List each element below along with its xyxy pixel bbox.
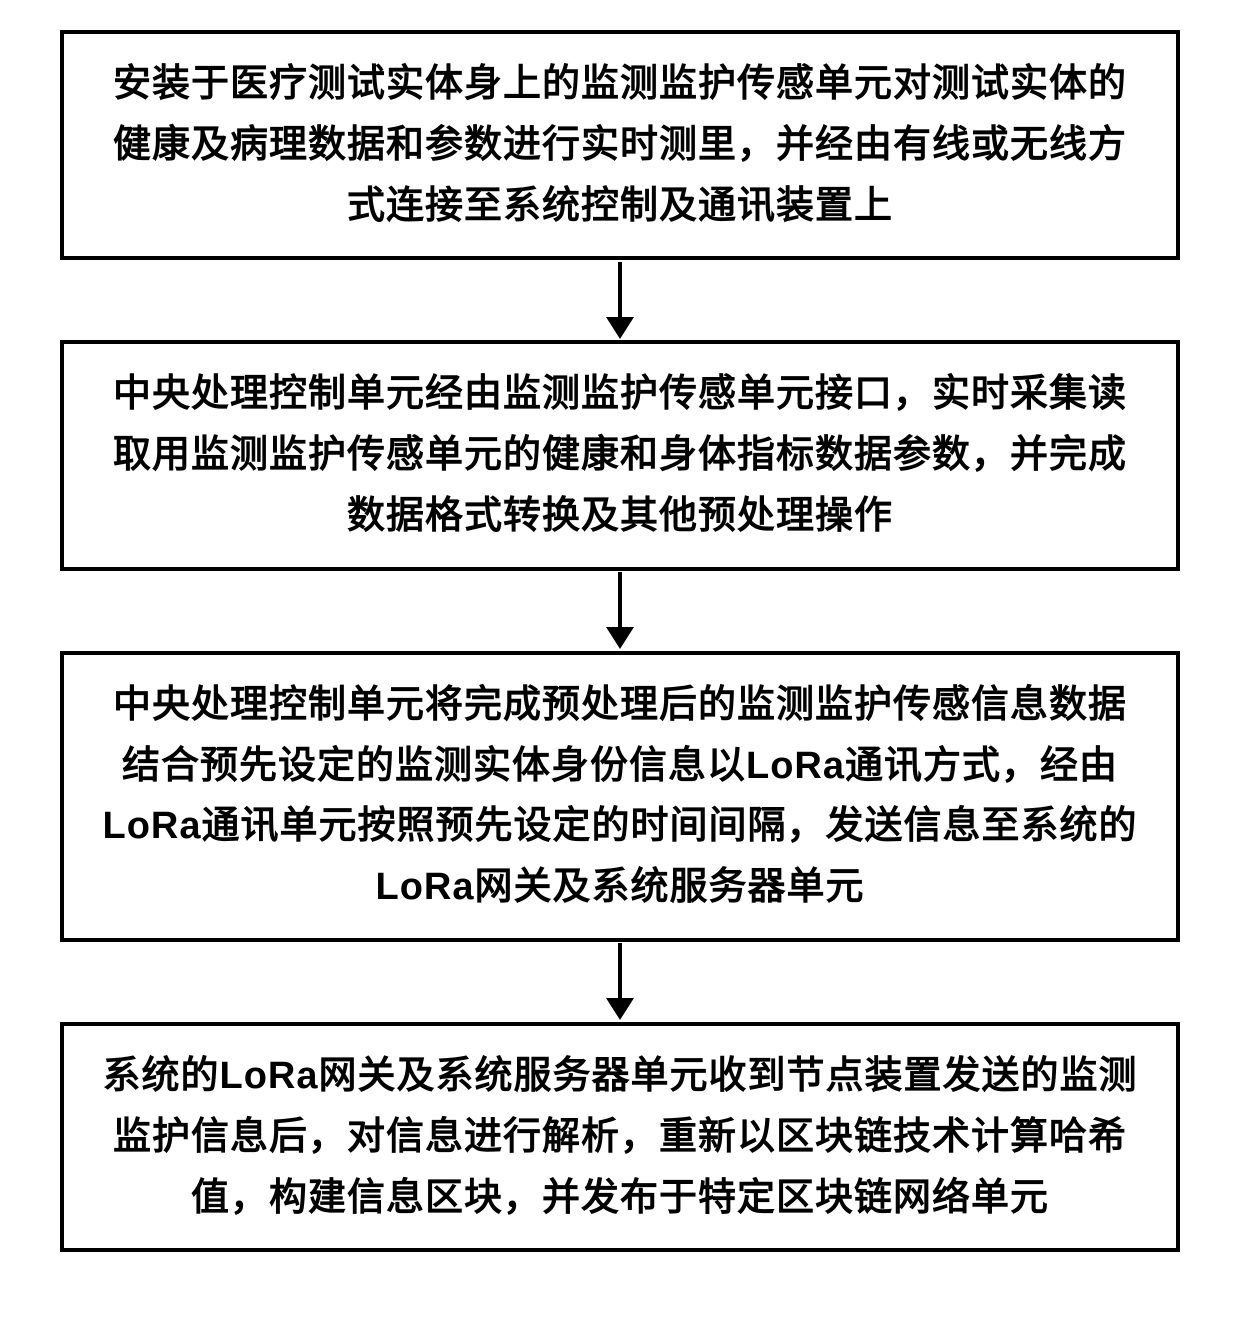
arrow-line-icon xyxy=(618,943,622,998)
flowchart-step-1: 安装于医疗测试实体身上的监测监护传感单元对测试实体的健康及病理数据和参数进行实时… xyxy=(60,30,1180,260)
arrow-head-icon xyxy=(606,998,634,1020)
flowchart-step-3: 中央处理控制单元将完成预处理后的监测监护传感信息数据结合预先设定的监测实体身份信… xyxy=(60,651,1180,942)
arrow-1-to-2 xyxy=(606,260,634,340)
arrow-head-icon xyxy=(606,627,634,649)
arrow-3-to-4 xyxy=(606,942,634,1022)
step-text: 系统的LoRa网关及系统服务器单元收到节点装置发送的监测监护信息后，对信息进行解… xyxy=(102,1055,1137,1219)
arrow-line-icon xyxy=(618,572,622,627)
arrow-head-icon xyxy=(606,317,634,339)
flowchart-step-4: 系统的LoRa网关及系统服务器单元收到节点装置发送的监测监护信息后，对信息进行解… xyxy=(60,1022,1180,1252)
flowchart-container: 安装于医疗测试实体身上的监测监护传感单元对测试实体的健康及病理数据和参数进行实时… xyxy=(50,20,1190,1252)
step-text: 中央处理控制单元经由监测监护传感单元接口，实时采集读取用监测监护传感单元的健康和… xyxy=(113,373,1127,537)
step-text: 中央处理控制单元将完成预处理后的监测监护传感信息数据结合预先设定的监测实体身份信… xyxy=(102,684,1137,908)
step-text: 安装于医疗测试实体身上的监测监护传感单元对测试实体的健康及病理数据和参数进行实时… xyxy=(113,63,1127,227)
arrow-2-to-3 xyxy=(606,571,634,651)
arrow-line-icon xyxy=(618,262,622,317)
flowchart-step-2: 中央处理控制单元经由监测监护传感单元接口，实时采集读取用监测监护传感单元的健康和… xyxy=(60,340,1180,570)
